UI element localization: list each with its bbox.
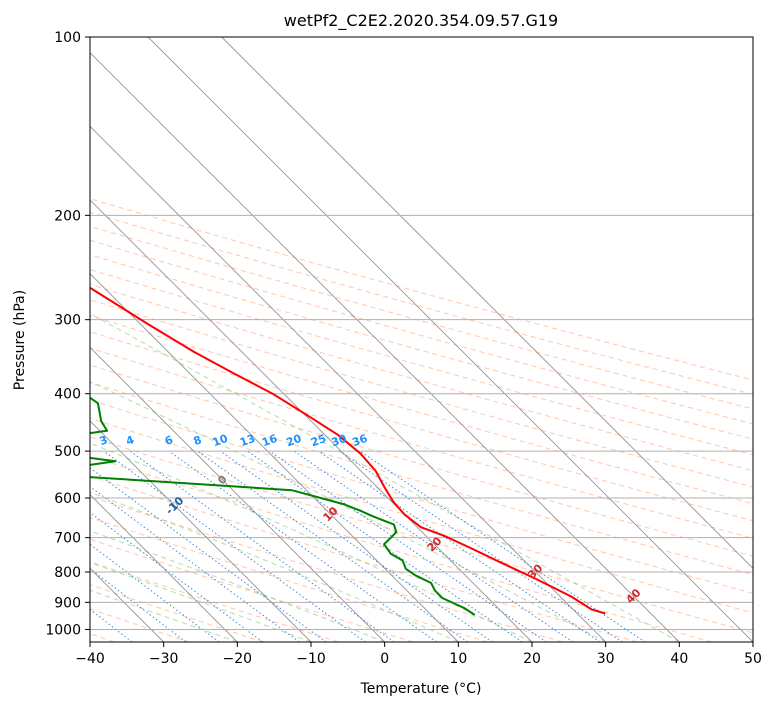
x-tick-label: 40 bbox=[670, 651, 688, 667]
isotherm bbox=[90, 494, 238, 642]
dry-adiabat bbox=[90, 561, 339, 642]
mixing-ratio-line bbox=[168, 450, 437, 642]
profiles bbox=[90, 286, 606, 616]
grid-lines bbox=[90, 37, 753, 642]
dry-adiabat bbox=[90, 584, 264, 642]
mixing-ratio-line bbox=[247, 450, 523, 642]
dry-adiabat bbox=[90, 225, 753, 410]
moist-adiabat bbox=[90, 313, 680, 642]
y-tick-label: 1000 bbox=[45, 622, 81, 638]
isotherm bbox=[90, 52, 680, 642]
isotherm bbox=[90, 273, 459, 642]
isotherm bbox=[90, 420, 312, 642]
mixing-ratio-label: 8 bbox=[192, 433, 204, 448]
isotherm bbox=[147, 37, 753, 642]
y-tick-label: 500 bbox=[54, 444, 81, 460]
isotherm bbox=[90, 346, 385, 642]
x-axis-title: Temperature (°C) bbox=[360, 681, 482, 697]
dry-adiabat bbox=[90, 347, 753, 539]
y-tick-label: 100 bbox=[54, 30, 81, 46]
mixing-ratio-line bbox=[103, 450, 366, 642]
isotherm bbox=[221, 37, 753, 569]
x-tick-label: 0 bbox=[380, 651, 389, 667]
dry-adiabat bbox=[90, 364, 753, 557]
y-tick-label: 600 bbox=[54, 491, 81, 507]
dry-adiabat bbox=[90, 455, 712, 642]
y-tick-label: 700 bbox=[54, 531, 81, 547]
x-tick-label: −40 bbox=[75, 651, 105, 667]
x-tick-label: −30 bbox=[149, 651, 179, 667]
mixing-ratio-line bbox=[197, 450, 468, 642]
y-tick-label: 200 bbox=[54, 208, 81, 224]
dry-adiabat bbox=[90, 268, 753, 456]
x-tick-label: −20 bbox=[223, 651, 253, 667]
mixing-ratio-label: 10 bbox=[211, 432, 230, 450]
x-tick-label: 10 bbox=[449, 651, 467, 667]
mixing-ratio-label: 20 bbox=[284, 432, 303, 450]
x-tick-label: 30 bbox=[597, 651, 615, 667]
dry-adiabat bbox=[90, 495, 563, 642]
dewpoint-profile bbox=[90, 396, 476, 616]
mixing-ratio-label: 30 bbox=[330, 432, 349, 450]
x-tick-label: −10 bbox=[296, 651, 326, 667]
mixing-ratio-label: 6 bbox=[163, 433, 175, 448]
moist-adiabat bbox=[90, 530, 385, 642]
moist-adiabat bbox=[90, 589, 238, 642]
y-tick-label: 900 bbox=[54, 595, 81, 611]
mixing-ratio-label: 25 bbox=[309, 432, 328, 449]
x-tick-label: 20 bbox=[523, 651, 541, 667]
moist-adiabat bbox=[90, 491, 459, 642]
isotherm bbox=[90, 199, 533, 642]
temperature-profile bbox=[90, 286, 606, 615]
mixing-ratio-line bbox=[90, 543, 220, 642]
mixing-ratio-label: 13 bbox=[238, 432, 257, 449]
moist-adiabat bbox=[90, 561, 312, 642]
y-tick-label: 300 bbox=[54, 313, 81, 329]
dry-adiabat bbox=[90, 475, 638, 642]
y-axis: 100 200 300 400 500 600 700 800 900 1000 bbox=[45, 30, 90, 638]
y-tick-label: 800 bbox=[54, 565, 81, 581]
mixing-ratio-label: 16 bbox=[260, 432, 279, 450]
dry-adiabat bbox=[90, 417, 753, 614]
y-tick-label: 400 bbox=[54, 387, 81, 403]
x-axis: −40 −30 −20 −10 0 10 20 30 40 50 bbox=[75, 642, 762, 667]
moist-adiabat bbox=[90, 381, 606, 642]
chart-title: wetPf2_C2E2.2020.354.09.57.G19 bbox=[284, 11, 558, 31]
dry-adiabat bbox=[90, 239, 753, 425]
mixing-ratio-line bbox=[269, 450, 547, 642]
dry-adiabat bbox=[90, 516, 488, 642]
mixing-ratio-label: 36 bbox=[350, 432, 369, 450]
y-axis-title: Pressure (hPa) bbox=[12, 290, 28, 390]
mixing-ratio-label: 3 bbox=[98, 433, 110, 448]
dry-adiabat bbox=[90, 198, 753, 381]
plot-frame bbox=[89, 36, 754, 643]
mixing-ratio-line bbox=[90, 467, 327, 642]
x-tick-label: 50 bbox=[744, 651, 762, 667]
mixing-ratio-label: 4 bbox=[124, 433, 136, 448]
isotherm bbox=[90, 125, 606, 642]
